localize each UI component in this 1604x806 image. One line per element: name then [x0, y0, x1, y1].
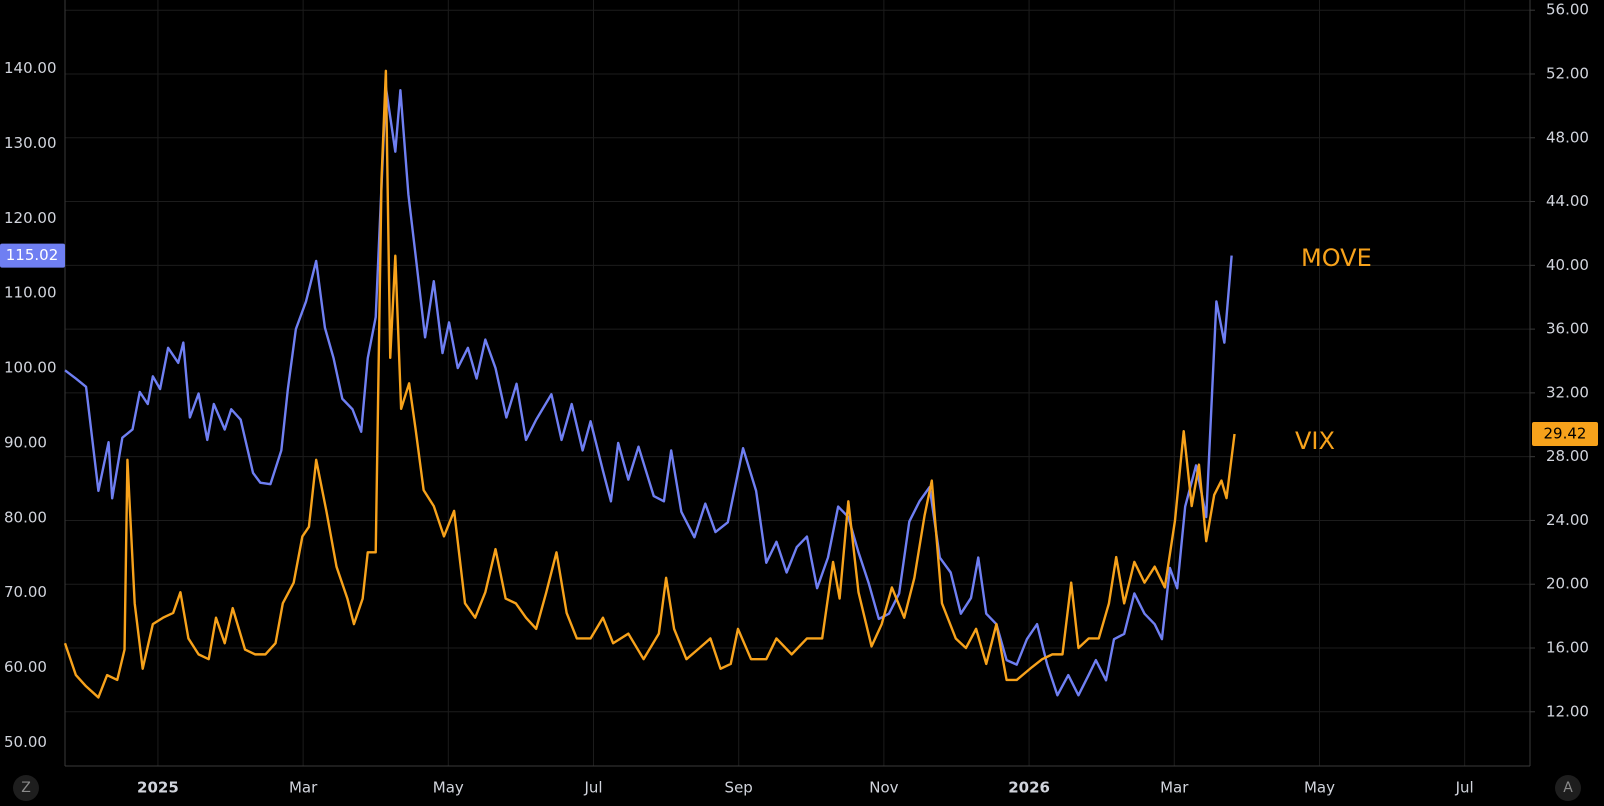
corner-button-label[interactable]: A [1563, 780, 1573, 796]
y2-tick-label: 52.00 [1546, 64, 1589, 82]
corner-button [1555, 775, 1581, 801]
y-tick-label: 50.00 [4, 733, 47, 751]
y2-tick-label: 20.00 [1546, 575, 1589, 593]
corner-button [13, 775, 39, 801]
tag-box [0, 243, 65, 268]
y-tick-label: 100.00 [4, 359, 57, 377]
y2-tick-label: 12.00 [1546, 702, 1589, 720]
y-tick-label: 140.00 [4, 59, 57, 77]
y2-tick-label: 32.00 [1546, 383, 1589, 401]
corner-button-label[interactable]: Z [21, 780, 31, 796]
y2-tick-label: 36.00 [1546, 320, 1589, 338]
x-tick-label: Mar [289, 779, 318, 797]
y-tick-label: 90.00 [4, 433, 47, 451]
y-tick-label: 120.00 [4, 209, 57, 227]
x-tick-label: Jul [583, 779, 602, 797]
tag-label: 115.02 [6, 246, 59, 264]
tag-box [1532, 422, 1598, 447]
last-value-tag: 115.02 [0, 243, 65, 268]
y2-tick-label: 56.00 [1546, 1, 1589, 19]
x-tick-label: Jul [1455, 779, 1474, 797]
x-tick-label: May [433, 779, 464, 797]
y-tick-label: 110.00 [4, 284, 57, 302]
y-tick-label: 70.00 [4, 583, 47, 601]
series-annotation: VIX [1295, 427, 1335, 455]
series-line [64, 86, 1233, 697]
y2-tick-label: 44.00 [1546, 192, 1589, 210]
x-tick-label: Nov [869, 779, 898, 797]
y-tick-label: 60.00 [4, 658, 47, 676]
x-tick-label: Sep [725, 779, 753, 797]
x-tick-label: 2026 [1008, 779, 1050, 797]
tag-label: 29.42 [1544, 425, 1587, 443]
x-tick-label: Mar [1160, 779, 1189, 797]
y2-tick-label: 48.00 [1546, 128, 1589, 146]
x-tick-label: 2025 [137, 779, 179, 797]
y2-tick-label: 40.00 [1546, 256, 1589, 274]
y-tick-label: 80.00 [4, 508, 47, 526]
series-line [63, 69, 1236, 699]
last-value-tag: 29.42 [1532, 422, 1598, 447]
y2-tick-label: 16.00 [1546, 639, 1589, 657]
series-annotation: MOVE [1301, 244, 1372, 272]
x-tick-label: May [1304, 779, 1335, 797]
y-tick-label: 130.00 [4, 134, 57, 152]
y2-tick-label: 24.00 [1546, 511, 1589, 529]
y2-tick-label: 28.00 [1546, 447, 1589, 465]
